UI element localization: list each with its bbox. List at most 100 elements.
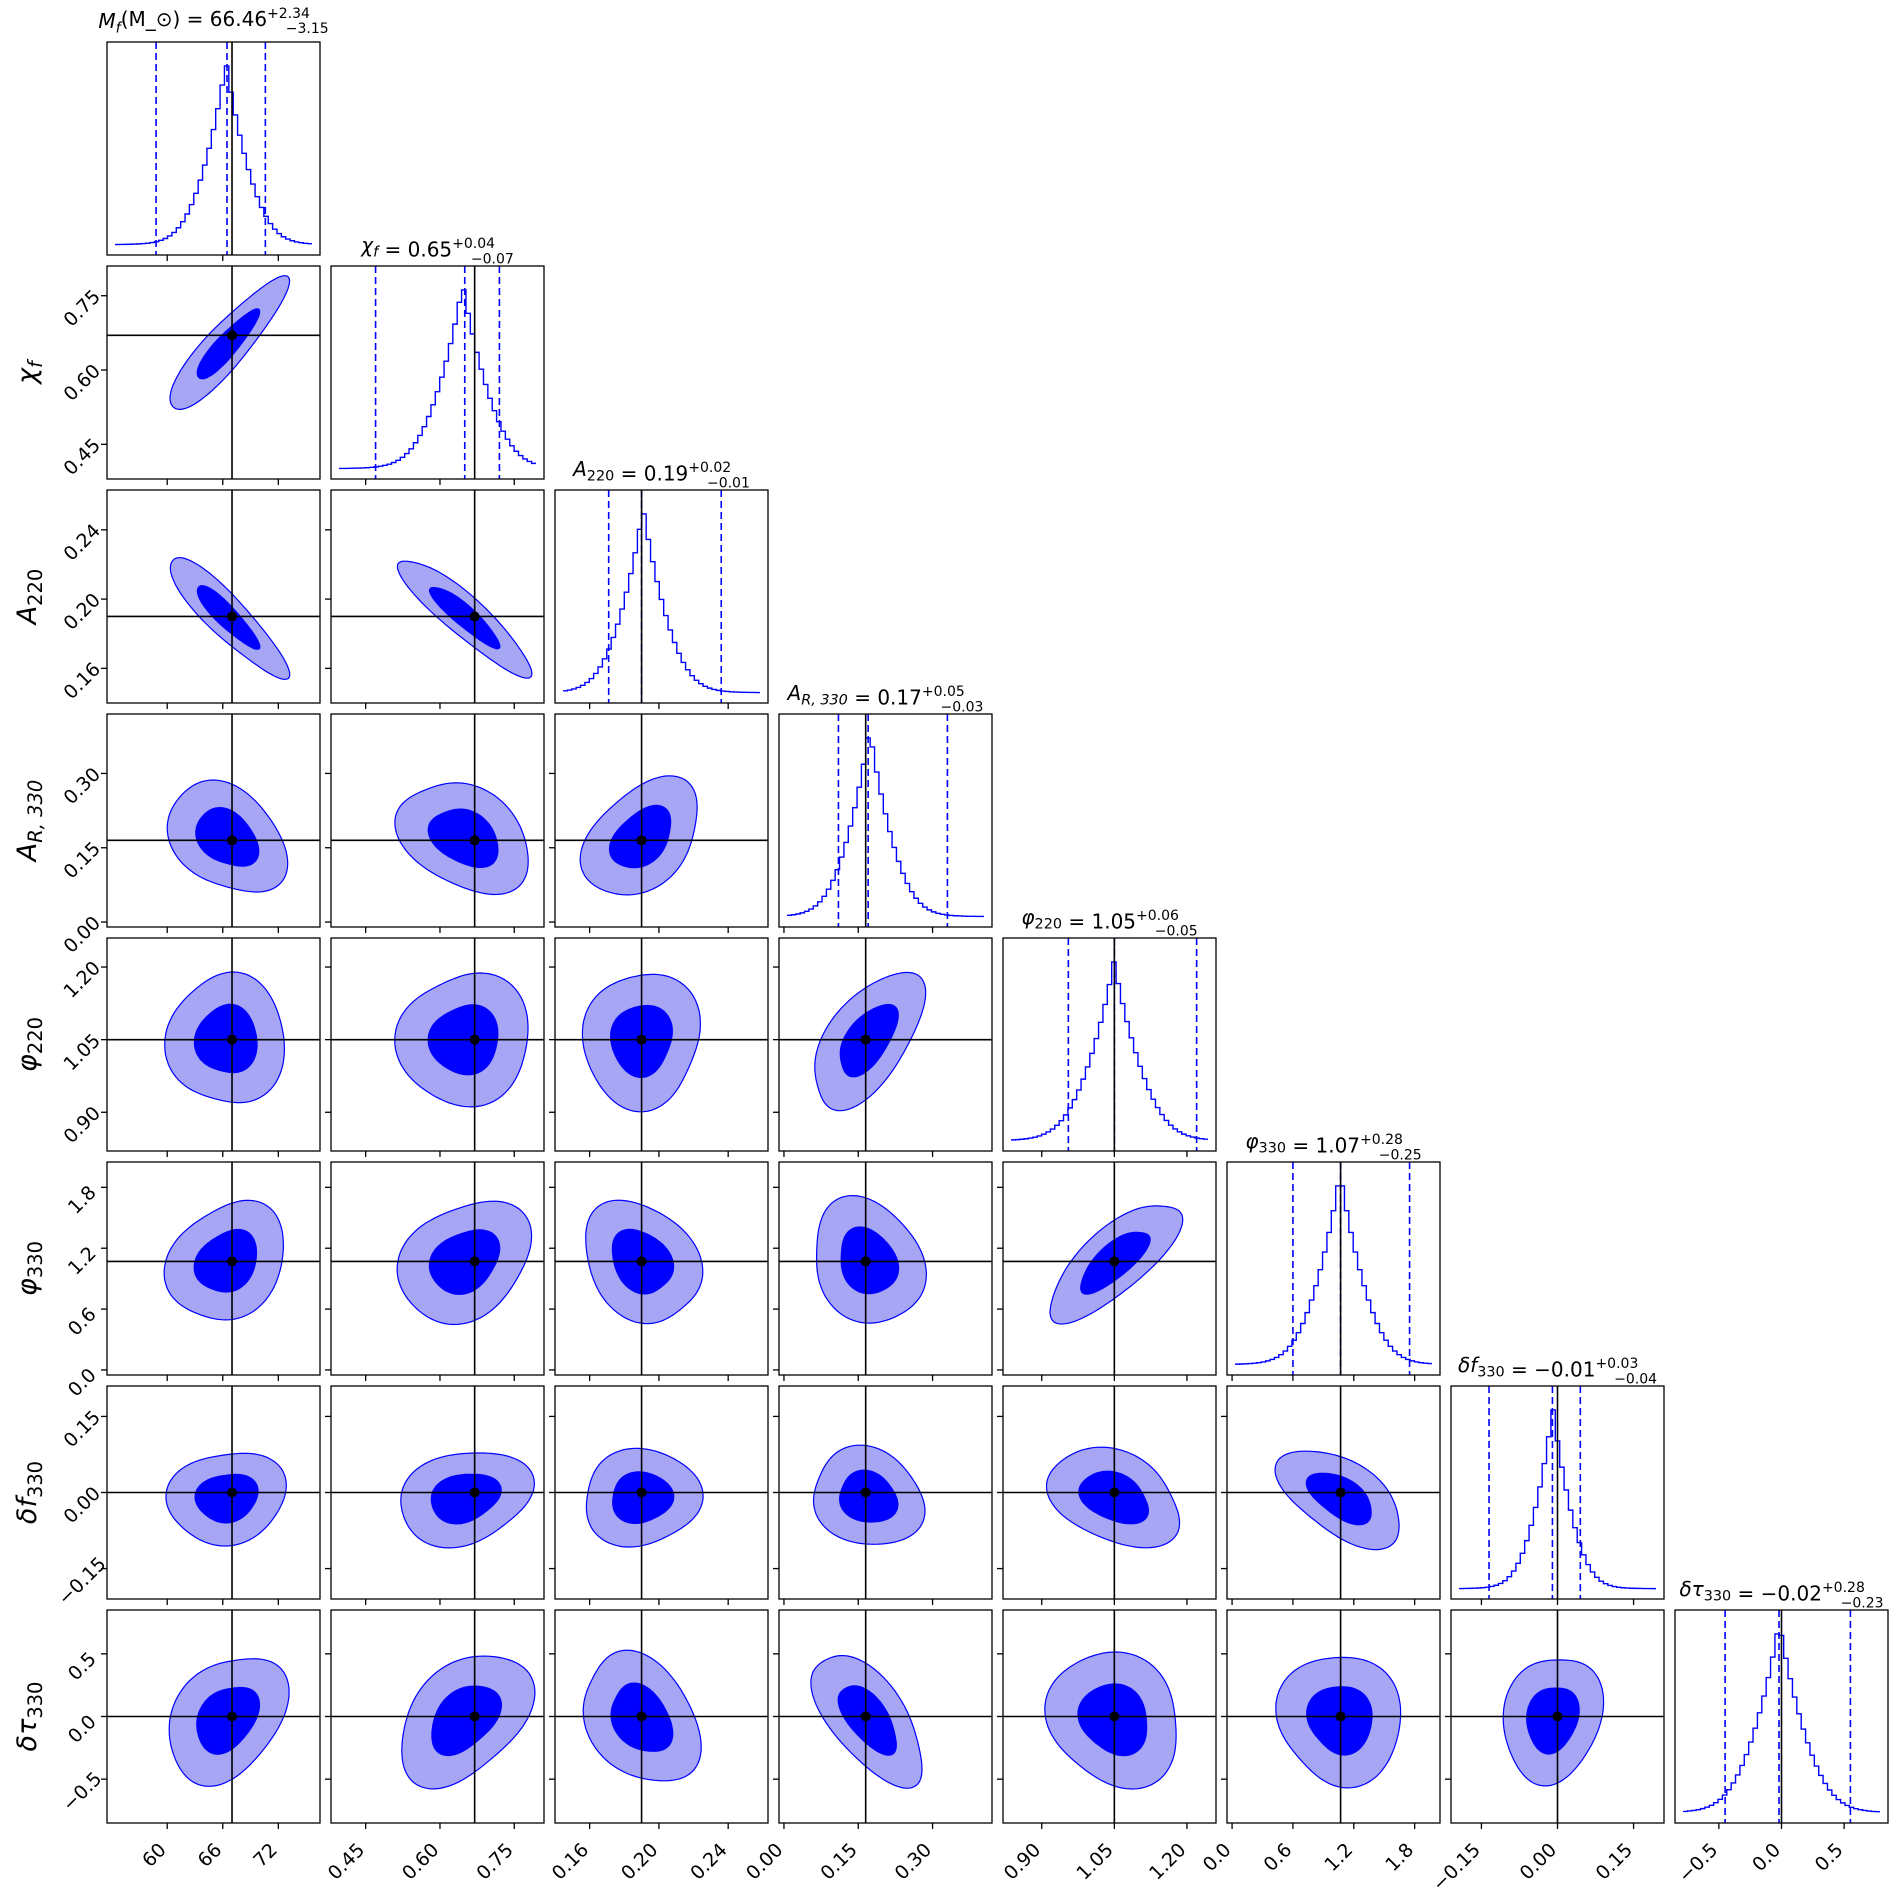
x-tick-label-phi330: 0.0 — [1199, 1839, 1236, 1876]
x-tick-label-AR330: 0.15 — [816, 1839, 861, 1884]
title-Mf: Mf(M_⊙) = 66.46+2.34 −3.15 — [98, 6, 328, 37]
panel-df330-chi_f — [325, 1385, 545, 1605]
x-tick-label-AR330: 0.00 — [742, 1839, 787, 1884]
x-tick-label-Mf: 72 — [249, 1839, 282, 1872]
x-tick-label-df330: 0.00 — [1516, 1839, 1561, 1884]
x-tick-label-phi330: 1.8 — [1381, 1839, 1418, 1876]
y-tick-label-dtau330: −0.5 — [58, 1768, 106, 1816]
panel-df330-df330: δf330 = −0.01+0.03 −0.04 — [1450, 1353, 1665, 1605]
x-tick-label-phi330: 0.6 — [1260, 1839, 1297, 1876]
panel-AR330-AR330: AR, 330 = 0.17+0.05 −0.03 — [778, 681, 993, 933]
title-AR330: AR, 330 = 0.17+0.05 −0.03 — [786, 681, 984, 716]
y-axis-label-phi330: φ330 — [12, 1241, 47, 1296]
panel-AR330-chi_f — [325, 713, 545, 933]
panel-dtau330-AR330: 0.00 0.15 0.30 — [742, 1609, 993, 1884]
panel-dtau330-Mf: 60 66 72 −0.5 0.0 0.5 — [58, 1609, 321, 1872]
x-tick-label-AR330: 0.30 — [891, 1839, 936, 1884]
y-tick-label-A220: 0.24 — [60, 520, 105, 565]
x-tick-label-phi220: 1.05 — [1072, 1839, 1117, 1884]
contour-68-AR330-Mf — [195, 806, 260, 867]
panel-chi_f-Mf: 0.45 0.60 0.75 — [60, 265, 321, 485]
x-tick-label-dtau330: 0.0 — [1748, 1839, 1785, 1876]
title-dtau330: δτ330 = −0.02+0.28 −0.23 — [1679, 1577, 1883, 1612]
y-tick-label-A220: 0.16 — [60, 658, 105, 703]
title-chi_f: χf = 0.65+0.04 −0.07 — [360, 233, 514, 268]
panel-dtau330-df330: −0.15 0.00 0.15 — [1428, 1609, 1665, 1896]
panel-frame — [106, 489, 321, 704]
panel-frame — [106, 1161, 321, 1376]
y-tick-label-AR330: 0.15 — [60, 838, 105, 883]
x-tick-label-dtau330: 0.5 — [1811, 1839, 1848, 1876]
y-tick-label-df330: 0.15 — [60, 1406, 105, 1451]
truth-marker-phi330-chi_f — [469, 1256, 480, 1267]
y-tick-label-chi_f: 0.75 — [60, 286, 105, 331]
title-df330: δf330 = −0.01+0.03 −0.04 — [1458, 1353, 1657, 1388]
y-tick-label-phi330: 0.6 — [64, 1303, 101, 1340]
y-tick-label-phi330: 1.2 — [64, 1242, 101, 1279]
contour-68-df330-A220 — [612, 1471, 675, 1524]
y-tick-label-df330: −0.15 — [54, 1553, 111, 1610]
contour-68-chi_f-Mf — [196, 308, 261, 380]
truth-marker-dtau330-AR330 — [860, 1711, 871, 1722]
y-tick-label-phi330: 0.0 — [64, 1364, 101, 1401]
truth-marker-AR330-chi_f — [469, 835, 480, 846]
y-axis-label-dtau330: δτ330 — [12, 1682, 47, 1752]
panel-phi330-phi220 — [997, 1161, 1217, 1381]
panel-phi330-chi_f — [325, 1161, 545, 1381]
panel-df330-phi330 — [1221, 1385, 1441, 1605]
contour-68-A220-chi_f — [428, 586, 501, 650]
y-tick-label-AR330: 0.30 — [60, 763, 105, 808]
x-tick-label-Mf: 66 — [194, 1839, 227, 1872]
truth-marker-phi220-Mf — [227, 1034, 238, 1045]
x-tick-label-phi220: 0.90 — [1000, 1839, 1045, 1884]
panel-A220-A220: A220 = 0.19+0.02 −0.01 — [554, 457, 769, 709]
x-tick-label-df330: −0.15 — [1428, 1839, 1485, 1896]
y-tick-label-dtau330: 0.5 — [64, 1648, 101, 1685]
panel-dtau330-A220: 0.16 0.20 0.24 — [548, 1609, 769, 1884]
truth-marker-phi220-A220 — [636, 1034, 647, 1045]
panel-dtau330-phi330: 0.0 0.6 1.2 1.8 — [1199, 1609, 1441, 1876]
title-phi220: φ220 = 1.05+0.06 −0.05 — [1021, 905, 1197, 940]
panel-dtau330-chi_f: 0.45 0.60 0.75 — [324, 1609, 545, 1884]
truth-marker-A220-Mf — [227, 611, 238, 622]
panel-phi220-phi220: φ220 = 1.05+0.06 −0.05 — [1002, 905, 1217, 1157]
panel-chi_f-chi_f: χf = 0.65+0.04 −0.07 — [330, 233, 545, 485]
truth-marker-dtau330-phi330 — [1335, 1711, 1346, 1722]
x-tick-label-A220: 0.16 — [548, 1839, 593, 1884]
y-axis-label-phi220: φ220 — [12, 1017, 47, 1072]
x-tick-label-dtau330: −0.5 — [1674, 1839, 1722, 1887]
panel-frame — [1002, 937, 1217, 1152]
histogram-AR330 — [787, 737, 984, 918]
contour-68-dtau330-Mf — [196, 1686, 261, 1755]
truth-marker-phi330-Mf — [227, 1256, 238, 1267]
panel-phi330-Mf: 0.0 0.6 1.2 1.8 — [64, 1161, 321, 1401]
panel-AR330-Mf: 0.00 0.15 0.30 — [60, 713, 321, 958]
y-tick-label-phi220: 0.90 — [60, 1102, 105, 1147]
panel-AR330-A220 — [549, 713, 769, 933]
panel-phi220-Mf: 0.90 1.05 1.20 — [60, 937, 321, 1157]
panel-frame — [1226, 1161, 1441, 1376]
truth-marker-df330-Mf — [227, 1487, 238, 1498]
histogram-phi330 — [1235, 1185, 1432, 1365]
panel-frame — [554, 1161, 769, 1376]
truth-marker-dtau330-chi_f — [469, 1711, 480, 1722]
contour-68-df330-Mf — [194, 1473, 259, 1524]
panel-frame — [554, 713, 769, 928]
panel-frame — [106, 265, 321, 480]
panel-A220-Mf: 0.16 0.20 0.24 — [60, 489, 321, 709]
truth-marker-dtau330-Mf — [227, 1711, 238, 1722]
panel-frame — [778, 937, 993, 1152]
y-tick-label-df330: 0.00 — [60, 1482, 105, 1527]
panel-frame — [106, 937, 321, 1152]
truth-marker-phi330-phi220 — [1109, 1256, 1120, 1267]
panel-df330-Mf: −0.15 0.00 0.15 — [54, 1385, 321, 1610]
contour-68-df330-chi_f — [430, 1473, 502, 1525]
x-tick-label-chi_f: 0.60 — [398, 1839, 443, 1884]
contour-68-dtau330-chi_f — [431, 1685, 502, 1757]
panel-Mf-Mf: Mf(M_⊙) = 66.46+2.34 −3.15 — [98, 6, 329, 261]
histogram-chi_f — [339, 289, 536, 470]
panel-frame — [330, 1161, 545, 1376]
panel-phi220-AR330 — [773, 937, 993, 1157]
panel-frame — [778, 1161, 993, 1376]
